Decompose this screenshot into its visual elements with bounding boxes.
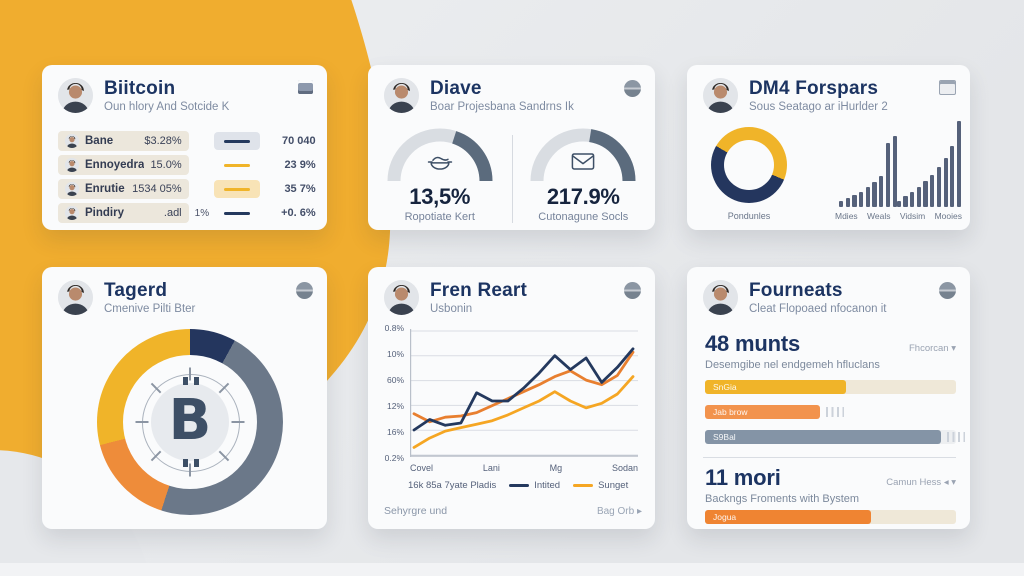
avatar	[384, 280, 419, 315]
card-title: Diave	[430, 78, 482, 99]
donut-chart	[711, 127, 787, 203]
legend-prefix: 16k 85a 7yate Pladis	[408, 480, 497, 491]
card-bitcoin: Biitcoin Oun hlory And Sotcide K Bane $3…	[42, 65, 327, 230]
bowl-icon	[425, 149, 455, 180]
footer-note: Sehyrgre und	[384, 505, 448, 517]
trend-line-icon	[213, 132, 260, 150]
trend-line-icon	[214, 204, 260, 222]
envelope-icon	[568, 149, 598, 178]
card-title: Fourneats	[749, 280, 843, 301]
card-tagerd: Tagerd Cmenive Pilti Bter B	[42, 267, 327, 529]
avatar	[58, 280, 93, 315]
card-diave: Diave Boar Projesbana Sandrns Ik 13,5% R…	[368, 65, 655, 230]
avatar	[65, 182, 79, 196]
card-fourneats: Fourneats Cleat Flopoaed nfocanon it 48 …	[687, 267, 970, 529]
card-header: Diave Boar Projesbana Sandrns Ik	[384, 78, 641, 113]
avatar	[384, 78, 419, 113]
card-title: DM4 Forspars	[749, 78, 879, 99]
gauge-value: 217.9%	[546, 184, 620, 209]
bar-group	[896, 115, 962, 207]
legend-item: Sunget	[573, 480, 628, 491]
card-footer: Sehyrgre und Bag Orb ▸	[384, 505, 642, 517]
card-title: Biitcoin	[104, 78, 176, 99]
gauge-label: Cutonagune Socls	[538, 211, 629, 223]
bitcoin-donut-chart: B	[97, 329, 283, 515]
trend-line-icon	[213, 180, 260, 198]
x-axis-labels: Covel Lani Mg Sodan	[410, 463, 638, 473]
list-item[interactable]: Pindiry .adl 1% +0. 6%	[58, 203, 316, 223]
avatar	[65, 158, 79, 172]
progress-bar: Jab brow	[705, 405, 956, 419]
list-item[interactable]: Ennoyedra 15.0% 23 9%	[58, 155, 316, 175]
card-title: Tagerd	[104, 280, 168, 301]
card-header: Biitcoin Oun hlory And Sotcide K	[58, 78, 313, 113]
section-subtitle: Desemgibe nel endgemeh hfluclans	[705, 359, 880, 371]
card-header: Fourneats Cleat Flopoaed nfocanon it	[703, 280, 956, 315]
y-axis-labels: 0.8% 10% 60% 12% 16% 0.2%	[384, 323, 404, 463]
list-item[interactable]: Bane $3.28% 70 040	[58, 131, 316, 151]
badge-icon[interactable]	[624, 282, 641, 299]
progress-bar: SnGia	[705, 380, 956, 394]
divider	[511, 135, 513, 223]
list-item[interactable]: Enrutie 1534 05% 35 7%	[58, 179, 316, 199]
filter-dropdown[interactable]: Camun Hess ◂ ▾	[886, 477, 956, 488]
calendar-icon[interactable]	[939, 80, 956, 95]
section-heading: 11 mori	[705, 465, 781, 490]
gauge-value: 13,5%	[409, 184, 471, 209]
legend-item: Intited	[509, 480, 560, 491]
trend-line-icon	[214, 156, 260, 174]
gauge-label: Ropotiate Kert	[404, 211, 475, 223]
card-title: Fren Reart	[430, 280, 528, 301]
bar-group	[839, 115, 897, 207]
card-forspars: DM4 Forspars Sous Seatago ar iHurlder 2 …	[687, 65, 970, 230]
section-heading: 48 munts	[705, 331, 800, 356]
card-subtitle: Cleat Flopoaed nfocanon it	[749, 303, 887, 315]
asset-list: Bane $3.28% 70 040 Ennoyedra 15.0% 23 9%	[58, 131, 316, 223]
avatar	[703, 280, 738, 315]
progress-bar: S9Bal	[705, 430, 965, 444]
gauge-repeat-rate: 13,5% Ropotiate Kert	[368, 125, 512, 223]
card-subtitle: Oun hlory And Sotcide K	[104, 101, 230, 113]
card-fren: Fren Reart Usbonin 0.8% 10% 60% 12% 16% …	[368, 267, 655, 529]
card-subtitle: Boar Projesbana Sandrns Ik	[430, 101, 574, 113]
badge-icon[interactable]	[296, 282, 313, 299]
bar-charts	[839, 115, 962, 207]
bar-labels: Mdies Weals Vidsim Mooies	[835, 211, 962, 221]
chart-legend: 16k 85a 7yate Pladis Intited Sunget	[408, 480, 647, 491]
badge-icon[interactable]	[624, 80, 641, 97]
bitcoin-dial: B	[97, 329, 283, 515]
bitcoin-icon: B	[168, 387, 212, 453]
avatar	[703, 78, 738, 113]
see-more-link[interactable]: Bag Orb ▸	[596, 505, 642, 517]
card-header: Fren Reart Usbonin	[384, 280, 641, 315]
section-subtitle: Backngs Froments with Bystem	[705, 493, 860, 505]
document-icon[interactable]	[298, 80, 313, 94]
gauges: 13,5% Ropotiate Kert 217.9% Cutonagune S…	[368, 125, 655, 223]
badge-icon[interactable]	[939, 282, 956, 299]
card-header: DM4 Forspars Sous Seatago ar iHurlder 2	[703, 78, 956, 113]
card-subtitle: Cmenive Pilti Bter	[104, 303, 196, 315]
card-header: Tagerd Cmenive Pilti Bter	[58, 280, 313, 315]
progress-bar: Jogua	[705, 510, 956, 524]
filter-dropdown[interactable]: Fhcorcan ▾	[908, 343, 956, 354]
avatar	[65, 134, 79, 148]
card-subtitle: Usbonin	[430, 303, 473, 315]
line-chart	[409, 329, 638, 457]
avatar	[65, 206, 79, 220]
donut-label: Pondunles	[727, 211, 771, 221]
gauge-customer: 217.9% Cutonagune Socls	[512, 125, 656, 223]
divider	[703, 457, 956, 458]
avatar	[58, 78, 93, 113]
card-subtitle: Sous Seatago ar iHurlder 2	[749, 101, 888, 113]
